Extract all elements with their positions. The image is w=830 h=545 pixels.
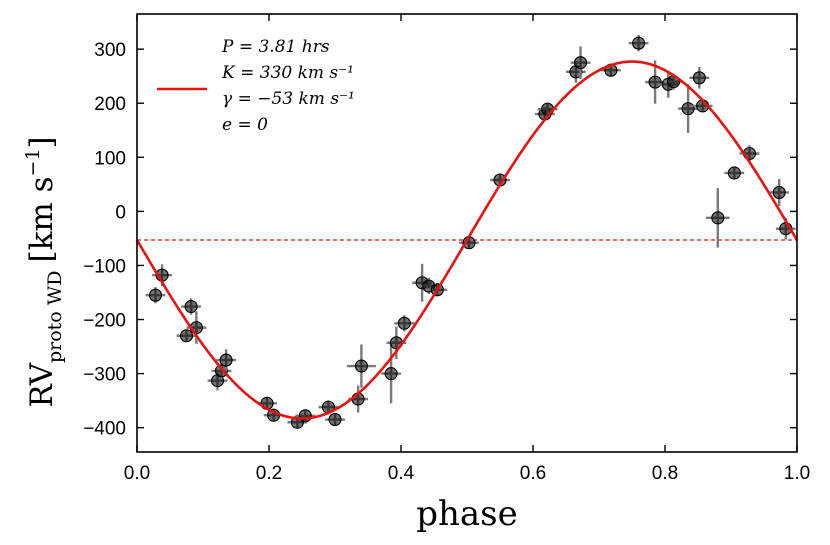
svg-text:RVproto WD[km s−1]: RVproto WD [km s−1] [22,136,66,407]
y-tick-label: 0 [115,202,126,223]
y-axis-unit-close: ] [24,136,60,148]
model-curve [135,60,799,420]
data-point-marker [219,353,233,367]
data-point [705,188,730,248]
y-axis-label-subscript: proto WD [44,270,66,363]
data-point-marker [298,409,312,423]
data-point-marker [648,75,662,89]
y-axis-unit: [km s [24,176,60,262]
data-point [628,35,649,52]
data-point-marker [727,166,741,180]
data-point-marker [184,299,198,314]
data-point [216,349,236,371]
data-point [145,287,166,304]
data-point-marker [681,102,695,116]
data-point [394,315,415,332]
y-tick-label: 100 [94,148,126,169]
data-point [678,84,698,133]
legend: P = 3.81 hrs K = 330 km s⁻¹ γ = −53 km s… [157,37,355,135]
data-point-marker [148,288,163,302]
y-tick-label: −100 [83,256,126,277]
data-point-marker [573,56,588,70]
y-tick-label: −300 [83,365,126,386]
data-point [176,329,197,343]
legend-eccentricity: e = 0 [222,115,268,135]
model-curve-layer [135,60,799,420]
x-tick-label: 0.8 [652,463,678,484]
data-point [325,413,345,427]
data-point-marker [384,367,398,381]
x-tick-label: 0.6 [520,463,546,484]
data-point-marker [354,359,368,373]
data-point [724,166,745,180]
plot-frame [136,13,798,453]
y-axis-unit-exponent: −1 [22,148,44,176]
data-point [490,173,510,187]
legend-period: P = 3.81 hrs [221,37,330,57]
legend-semi-amplitude: K = 330 km s⁻¹ [221,63,354,83]
data-point [689,66,710,89]
data-point-marker [397,316,411,330]
ticks-layer: 0.0 0.2 0.4 0.6 0.8 1.0 −400 −300 −200 −100 0 100 20… [83,14,810,484]
y-tick-label: −200 [83,311,126,332]
y-tick-label: 300 [94,40,126,61]
data-point-marker [772,185,786,199]
data-point-marker [711,211,725,225]
data-points-layer [145,35,796,429]
data-point [537,102,558,116]
x-tick-label: 0.2 [256,463,282,484]
data-point-marker [179,329,194,343]
y-axis-label-group: RVproto WD [km s−1] [22,136,66,407]
data-point-marker [692,71,706,85]
x-axis-label: phase [416,494,518,534]
data-point [645,60,665,104]
x-tick-label: 0.0 [124,463,150,484]
data-point [381,343,401,404]
y-axis-label: RV [24,362,60,407]
data-point [181,298,202,315]
data-point-marker [540,102,555,116]
x-tick-label: 0.4 [388,463,415,484]
x-tick-label: 1.0 [784,463,810,484]
legend-systemic-velocity: γ = −53 km s⁻¹ [222,89,355,109]
data-point [346,344,376,388]
data-point [570,46,591,79]
data-point [769,178,790,206]
data-point-marker [328,413,342,427]
y-tick-label: −400 [83,419,126,440]
data-point-marker [632,36,646,50]
y-tick-label: 200 [94,94,126,115]
